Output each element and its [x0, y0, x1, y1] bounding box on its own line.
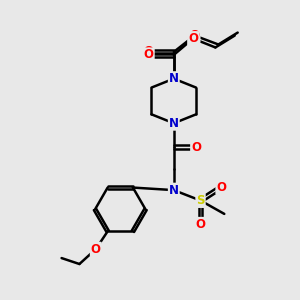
- Text: O: O: [216, 181, 226, 194]
- Text: S: S: [196, 194, 205, 207]
- Text: O: O: [191, 140, 201, 154]
- Text: N: N: [169, 117, 179, 130]
- Text: O: O: [91, 243, 101, 256]
- Text: O: O: [143, 45, 154, 58]
- Text: N: N: [169, 184, 179, 196]
- Text: O: O: [143, 48, 154, 62]
- Text: O: O: [188, 32, 198, 45]
- Text: O: O: [190, 29, 200, 42]
- Text: N: N: [169, 72, 179, 85]
- Text: O: O: [196, 218, 206, 231]
